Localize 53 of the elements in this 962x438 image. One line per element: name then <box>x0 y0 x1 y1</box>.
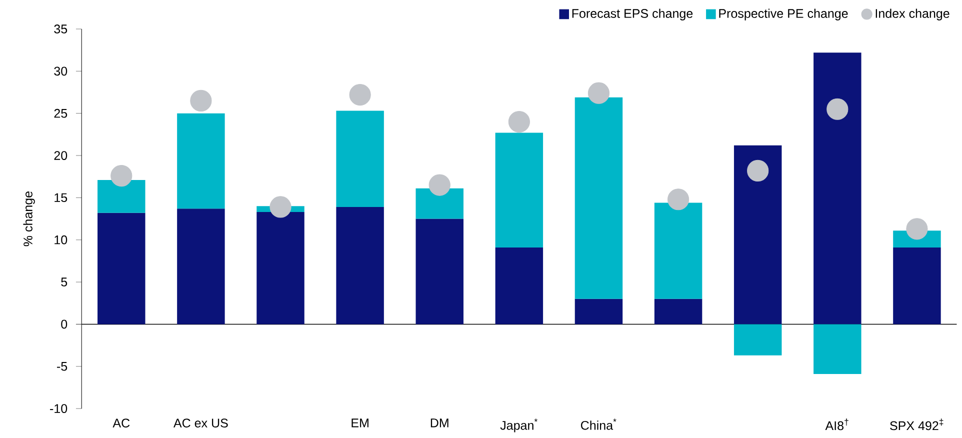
bar <box>256 212 304 324</box>
x-tick-label: AC <box>112 418 130 428</box>
point <box>428 174 450 196</box>
bar <box>654 202 702 300</box>
point <box>508 111 530 133</box>
y-tick-label: -5 <box>57 362 68 371</box>
bar <box>814 52 862 324</box>
bar <box>574 299 623 324</box>
point <box>906 218 928 240</box>
bar <box>734 324 782 356</box>
bar <box>495 248 544 324</box>
y-tick-label: 20 <box>54 151 68 160</box>
x-tick-label: AC ex US <box>173 418 228 428</box>
point <box>110 165 132 187</box>
bar <box>495 132 544 248</box>
bar <box>177 208 225 324</box>
bar <box>98 213 146 324</box>
x-tick-label: SPX 492$^{‡}$ <box>890 418 944 430</box>
point <box>747 160 769 182</box>
bar <box>416 219 464 324</box>
bar <box>814 324 862 374</box>
y-tick-label: 30 <box>54 66 68 76</box>
point <box>190 90 212 112</box>
legend-label: Prospective PE change <box>719 8 848 21</box>
legend-label: Index change <box>876 8 950 21</box>
bar <box>336 111 384 208</box>
y-tick-label: 35 <box>54 24 68 34</box>
x-tick-label: China$^{*}$ <box>580 418 616 430</box>
point <box>270 196 292 218</box>
x-tick-label: DM <box>430 418 448 428</box>
point <box>826 98 848 120</box>
point <box>667 188 690 210</box>
x-tick-label: Japan$^{*}$ <box>500 418 538 433</box>
y-tick-label: 10 <box>54 236 68 245</box>
y-tick-label: -10 <box>50 404 68 414</box>
bar <box>893 248 941 324</box>
point <box>588 82 610 104</box>
x-tick-label: AI8$^{†}$ <box>825 418 848 430</box>
point <box>349 84 371 106</box>
legend-label: Forecast EPS change <box>572 8 693 21</box>
bar <box>574 98 623 300</box>
bar <box>654 299 702 324</box>
bar <box>734 146 782 324</box>
bar <box>98 180 146 214</box>
y-axis-title: % change <box>23 192 35 246</box>
bar <box>177 114 225 209</box>
y-tick-label: 0 <box>61 320 68 329</box>
y-tick-label: 25 <box>54 109 68 118</box>
y-tick-label: 15 <box>54 194 68 202</box>
bar <box>336 207 384 324</box>
y-tick-label: 5 <box>61 278 68 287</box>
bar <box>416 188 464 219</box>
x-tick-label: EM <box>352 418 368 428</box>
